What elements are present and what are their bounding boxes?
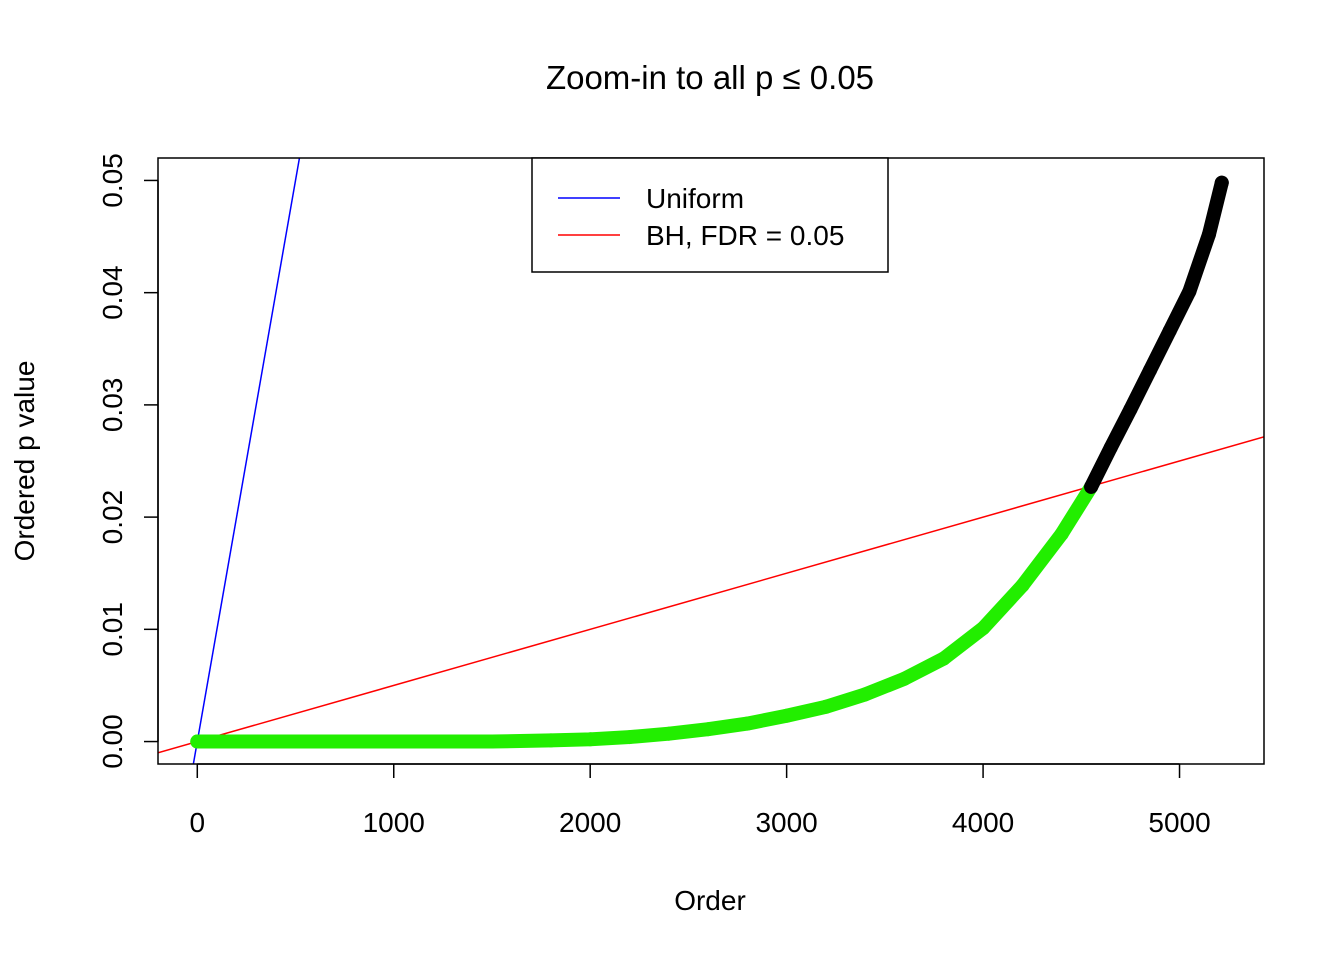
x-axis: 0 1000 2000 3000 4000 5000 xyxy=(190,763,1211,838)
legend: Uniform BH, FDR = 0.05 xyxy=(531,157,889,273)
x-tick-label: 0 xyxy=(190,807,206,838)
series-band-0 xyxy=(190,479,1099,749)
y-tick-label: 0.03 xyxy=(97,378,128,433)
x-axis-label: Order xyxy=(674,885,746,916)
reference-lines xyxy=(158,158,1264,764)
chart-title: Zoom-in to all p ≤ 0.05 xyxy=(546,59,874,96)
y-tick-label: 0.01 xyxy=(97,602,128,657)
x-tick-label: 4000 xyxy=(952,807,1014,838)
x-tick-label: 5000 xyxy=(1148,807,1210,838)
legend-label-uniform: Uniform xyxy=(646,183,744,214)
y-tick-label: 0.05 xyxy=(97,153,128,208)
y-tick-label: 0.02 xyxy=(97,490,128,545)
legend-label-bh: BH, FDR = 0.05 xyxy=(646,220,844,251)
data-points xyxy=(190,175,1229,749)
x-tick-label: 3000 xyxy=(755,807,817,838)
y-axis-label: Ordered p value xyxy=(9,361,40,562)
series-band-1 xyxy=(1084,175,1229,494)
x-tick-label: 2000 xyxy=(559,807,621,838)
y-tick-label: 0.04 xyxy=(97,265,128,320)
legend-box xyxy=(531,157,889,273)
reference-line-1 xyxy=(158,436,1264,754)
x-tick-label: 1000 xyxy=(363,807,425,838)
y-axis: 0.00 0.01 0.02 0.03 0.04 0.05 xyxy=(97,153,159,769)
y-tick-label: 0.00 xyxy=(97,714,128,769)
